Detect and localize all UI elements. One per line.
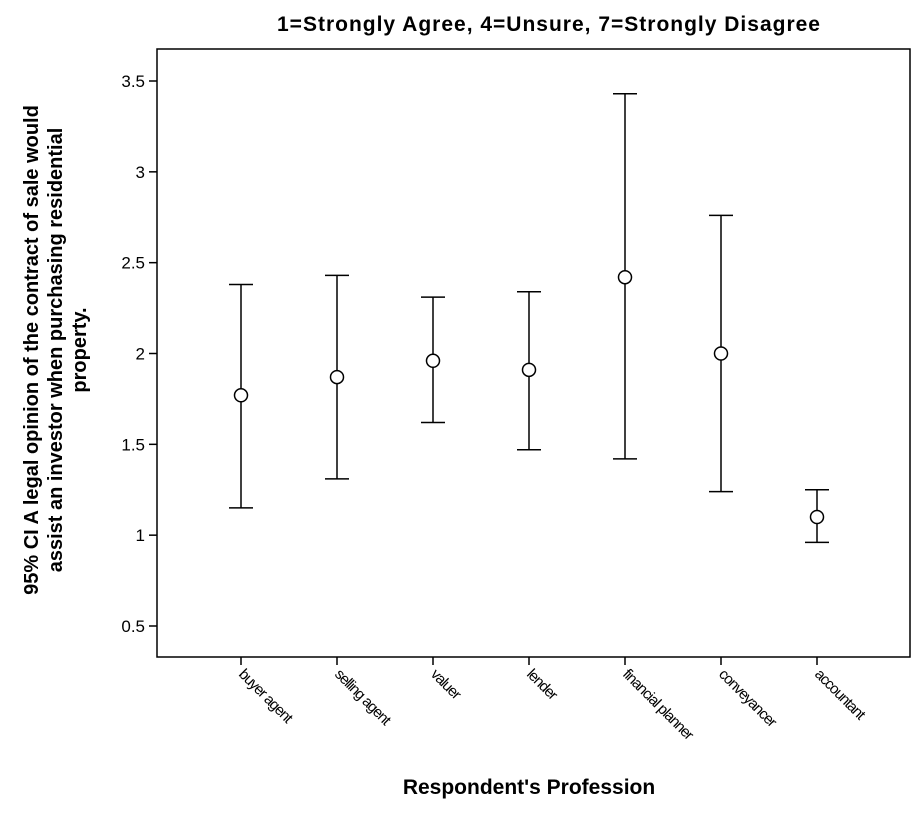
y-tick-label: 2 <box>136 345 145 364</box>
error-bar <box>613 92 637 460</box>
y-tick-label: 3.5 <box>121 72 145 91</box>
x-tick-label: lender <box>523 666 561 704</box>
mean-marker <box>617 269 633 285</box>
y-axis-title-line-1: 95% CI A legal opinion of the contract o… <box>21 105 43 595</box>
x-tick-label: selling agent <box>331 666 395 730</box>
x-axis-title: Respondent's Profession <box>403 776 655 799</box>
error-bar <box>805 489 829 544</box>
error-bar <box>517 290 541 451</box>
x-tick-label: financial planner <box>619 666 697 744</box>
plot-frame <box>156 48 911 658</box>
x-tick-label: accountant <box>811 666 869 724</box>
mean-marker <box>329 369 345 385</box>
y-tick-label: 1 <box>136 526 145 545</box>
y-axis-title-line-2: assist an investor when purchasing resid… <box>45 128 67 573</box>
y-tick-label: 1.5 <box>121 435 145 454</box>
y-tick-label: 3 <box>136 163 145 182</box>
x-tick-label: valuer <box>427 666 464 703</box>
error-bar <box>325 274 349 480</box>
y-tick-label: 2.5 <box>121 254 145 273</box>
x-tick-label: conveyancer <box>715 666 780 731</box>
x-tick-label: buyer agent <box>235 666 297 728</box>
mean-marker <box>233 388 249 403</box>
y-axis-title: 95% CI A legal opinion of the contract o… <box>21 105 91 595</box>
y-tick-label: 0.5 <box>121 617 145 636</box>
y-axis: 0.5 1 1.5 2 2.5 3 3.5 <box>121 72 157 636</box>
y-axis-title-line-3: property. <box>69 307 91 392</box>
mean-marker <box>713 346 729 361</box>
mean-marker <box>425 353 441 369</box>
error-bar <box>229 283 253 509</box>
chart-title: 1=Strongly Agree, 4=Unsure, 7=Strongly D… <box>277 13 821 36</box>
error-bars <box>229 92 829 544</box>
mean-marker <box>521 362 537 378</box>
error-bar <box>421 296 445 424</box>
error-bar <box>709 214 733 493</box>
mean-marker <box>809 509 825 525</box>
x-axis: buyer agent selling agent valuer lender fina… <box>235 657 869 744</box>
